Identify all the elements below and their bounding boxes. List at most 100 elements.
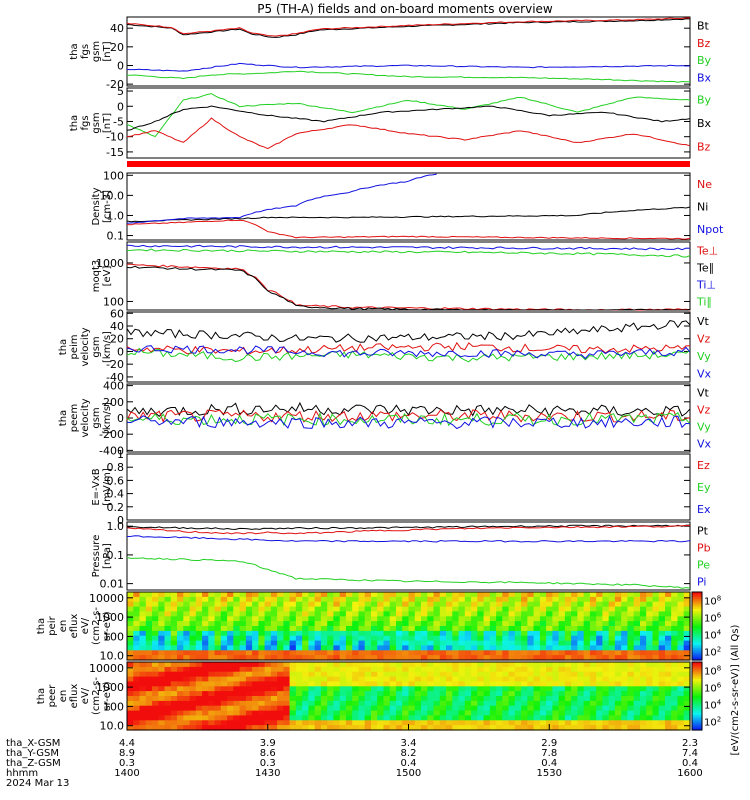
spectrogram-cell: [133, 696, 141, 702]
spectrogram-cell: [277, 691, 284, 697]
y-tick-label: 0: [117, 345, 124, 358]
spectrogram-cell: [214, 715, 222, 721]
spectrogram-cell: [671, 681, 679, 687]
colorbar-segment: [692, 610, 702, 613]
spectrogram-cell: [345, 720, 353, 726]
spectrogram-cell: [502, 626, 510, 632]
spectrogram-cell: [220, 592, 228, 598]
spectrogram-cell: [214, 710, 222, 717]
spectrogram-cell: [627, 662, 635, 668]
spectrogram-cell: [352, 645, 360, 651]
legend-item: Pb: [697, 542, 711, 555]
x-axis-value: 7.8: [541, 748, 557, 759]
spectrogram-cell: [358, 635, 366, 642]
spectrogram-cell: [170, 606, 178, 613]
spectrogram-cell: [539, 681, 547, 687]
spectrogram-cell: [127, 705, 134, 712]
y-tick-label: 1.0: [107, 520, 125, 533]
colorbar-segment: [692, 665, 702, 668]
spectrogram-cell: [502, 700, 510, 707]
spectrogram-cell: [489, 696, 497, 702]
spectrogram-cell: [289, 686, 297, 692]
spectrogram-cell: [414, 666, 422, 673]
spectrogram-cell: [371, 592, 378, 598]
spectrogram-cell: [227, 710, 234, 717]
spectrogram-cell: [408, 645, 416, 651]
spectrogram-cell: [158, 596, 166, 603]
spectrogram-cell: [189, 725, 197, 731]
spectrogram-cell: [602, 621, 610, 627]
spectrogram-cell: [627, 621, 635, 627]
spectrogram-cell: [383, 696, 391, 702]
spectrogram-cell: [377, 655, 385, 661]
spectrogram-cell: [627, 681, 635, 687]
y-axis-label: fgs: [80, 44, 91, 59]
spectrogram-cell: [427, 715, 435, 721]
spectrogram-cell: [677, 696, 685, 702]
spectrogram-cell: [633, 715, 641, 721]
spectrogram-cell: [202, 601, 209, 608]
spectrogram-cell: [202, 626, 209, 632]
spectrogram-cell: [383, 630, 391, 637]
spectrogram-cell: [164, 700, 172, 707]
spectrogram-cell: [239, 621, 247, 627]
spectrogram-cell: [652, 592, 660, 598]
colorbar-segment: [692, 667, 702, 670]
spectrogram-cell: [158, 655, 166, 661]
spectrogram-cell: [496, 705, 503, 712]
spectrogram-cell: [539, 671, 547, 678]
spectrogram-cell: [308, 696, 316, 702]
spectrogram-cell: [552, 686, 560, 692]
spectrogram-cell: [264, 676, 272, 683]
spectrogram-cell: [614, 696, 622, 702]
spectrogram-cell: [640, 601, 647, 608]
spectrogram-cell: [289, 640, 297, 647]
spectrogram-cell: [683, 662, 691, 668]
spectrogram-cell: [508, 655, 516, 661]
spectrogram-cell: [127, 710, 134, 717]
spectrogram-cell: [596, 691, 604, 697]
spectrogram-cell: [377, 621, 385, 627]
spectrogram-cell: [270, 691, 278, 697]
spectrogram-cell: [477, 611, 485, 617]
spectrogram-cell: [433, 705, 441, 712]
spectrogram-cell: [364, 635, 372, 642]
spectrogram-cell: [539, 686, 547, 692]
colorbar-segment: [692, 627, 702, 630]
spectrogram-cell: [345, 681, 353, 687]
spectrogram-cell: [414, 715, 422, 721]
spectrogram-cell: [139, 700, 147, 707]
spectrogram-cell: [433, 725, 441, 731]
spectrogram-cell: [614, 705, 622, 712]
spectrogram-cell: [452, 710, 460, 717]
spectrogram-cell: [564, 611, 572, 617]
spectrogram-cell: [233, 621, 241, 627]
spectrogram-cell: [508, 650, 516, 656]
y-tick-label: 1000: [96, 257, 124, 270]
spectrogram-cell: [471, 710, 478, 717]
spectrogram-cell: [589, 606, 597, 613]
spectrogram-cell: [621, 671, 629, 678]
spectrogram-cell: [427, 650, 435, 656]
spectrogram-cell: [233, 655, 241, 661]
spectrogram-cell: [152, 645, 159, 651]
spectrogram-cell: [546, 700, 553, 707]
spectrogram-cell: [252, 725, 259, 731]
spectrogram-cell: [389, 626, 397, 632]
spectrogram-cell: [677, 626, 685, 632]
spectrogram-cell: [133, 686, 141, 692]
spectrogram-cell: [258, 592, 266, 598]
spectrogram-cell: [183, 640, 191, 647]
spectrogram-cell: [195, 621, 203, 627]
spectrogram-cell: [308, 700, 316, 707]
spectrogram-cell: [258, 725, 266, 731]
spectrogram-cell: [314, 710, 322, 717]
spectrogram-cell: [320, 635, 328, 642]
spectrogram-cell: [202, 611, 209, 617]
spectrogram-cell: [383, 676, 391, 683]
spectrogram-cell: [621, 596, 629, 603]
spectrogram-cell: [277, 626, 284, 632]
spectrogram-cell: [358, 705, 366, 712]
spectrogram-cell: [446, 621, 453, 627]
spectrogram-cell: [439, 671, 447, 678]
